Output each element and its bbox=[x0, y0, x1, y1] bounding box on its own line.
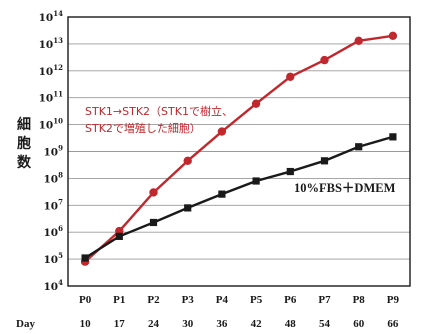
data-point bbox=[389, 133, 397, 141]
y-tick-label: 105 bbox=[44, 251, 64, 266]
day-value: 17 bbox=[114, 318, 126, 330]
y-tick-label: 108 bbox=[44, 170, 64, 185]
y-tick-label: 107 bbox=[44, 197, 64, 212]
y-axis-label-char: 数 bbox=[17, 154, 32, 171]
day-value: 54 bbox=[319, 318, 331, 330]
data-point bbox=[81, 254, 89, 262]
data-point bbox=[355, 143, 363, 151]
day-row-label: Day bbox=[16, 318, 35, 330]
series-line-0 bbox=[84, 34, 394, 263]
y-tick-label: 106 bbox=[44, 224, 64, 239]
series-label-fbs: 10%FBS＋DMEM bbox=[294, 181, 396, 195]
data-point bbox=[320, 55, 329, 65]
x-tick-label: P1 bbox=[113, 294, 125, 306]
data-point bbox=[149, 188, 158, 197]
data-point bbox=[183, 156, 192, 166]
x-tick-label: P5 bbox=[250, 294, 263, 306]
data-point bbox=[388, 31, 398, 41]
data-point bbox=[286, 167, 294, 176]
y-tick-label: 1012 bbox=[39, 63, 63, 78]
day-value: 10 bbox=[80, 318, 92, 330]
series-label-stk: STK2で増殖した細胞） bbox=[85, 122, 201, 135]
day-value: 30 bbox=[182, 318, 194, 330]
x-tick-label: P2 bbox=[147, 294, 160, 306]
y-tick-label: 1011 bbox=[39, 90, 63, 105]
day-value: 24 bbox=[148, 318, 160, 330]
y-tick-labels: 104 105 106 107 108 109 1010 1011 1012 1013 1014 bbox=[39, 9, 64, 293]
day-value: 36 bbox=[216, 318, 228, 330]
plot-frame bbox=[67, 16, 411, 287]
day-value: 60 bbox=[353, 318, 365, 330]
data-point bbox=[218, 190, 226, 198]
series-line-1 bbox=[84, 135, 394, 260]
y-axis-label-char: 胞 bbox=[16, 135, 31, 152]
y-axis-label-char: 細 bbox=[17, 116, 31, 133]
series-layer bbox=[80, 31, 398, 266]
x-tick-label: P9 bbox=[387, 294, 400, 306]
day-value: 66 bbox=[387, 318, 399, 330]
y-tick-label: 1010 bbox=[39, 117, 63, 132]
series-label-stk: STK1→STK2（STK1で樹立、 bbox=[85, 104, 233, 118]
data-point bbox=[320, 157, 329, 165]
data-point bbox=[115, 232, 123, 240]
x-tick-label: P0 bbox=[79, 294, 92, 306]
x-tick-label: P7 bbox=[318, 294, 331, 306]
day-value: 42 bbox=[251, 318, 263, 330]
data-point bbox=[252, 177, 260, 185]
x-tick-label: P3 bbox=[182, 294, 195, 306]
data-point bbox=[217, 127, 227, 136]
x-tick-label: P8 bbox=[353, 294, 366, 306]
annotations: STK1→STK2（STK1で樹立、 STK2で増殖した細胞） 10%FBS＋DME… bbox=[85, 104, 396, 195]
data-point bbox=[354, 36, 363, 46]
data-point bbox=[251, 99, 261, 108]
y-tick-label: 104 bbox=[44, 278, 64, 293]
x-tick-label: P4 bbox=[216, 294, 229, 306]
day-row: Day 10 17 24 30 36 42 48 54 60 66 bbox=[16, 318, 399, 330]
y-tick-label: 1013 bbox=[39, 36, 63, 51]
day-value: 48 bbox=[285, 318, 297, 330]
y-tick-label: 1014 bbox=[39, 9, 63, 24]
data-point bbox=[149, 218, 158, 227]
y-tick-label: 109 bbox=[44, 144, 64, 159]
data-point bbox=[286, 72, 295, 81]
x-tick-labels: P0 P1 P2 P3 P4 P5 P6 P7 P8 P9 bbox=[79, 294, 400, 306]
y-axis-label: 細胞数 bbox=[16, 116, 32, 171]
x-tick-label: P6 bbox=[284, 294, 297, 306]
grid-lines bbox=[68, 43, 410, 260]
data-point bbox=[184, 204, 192, 212]
